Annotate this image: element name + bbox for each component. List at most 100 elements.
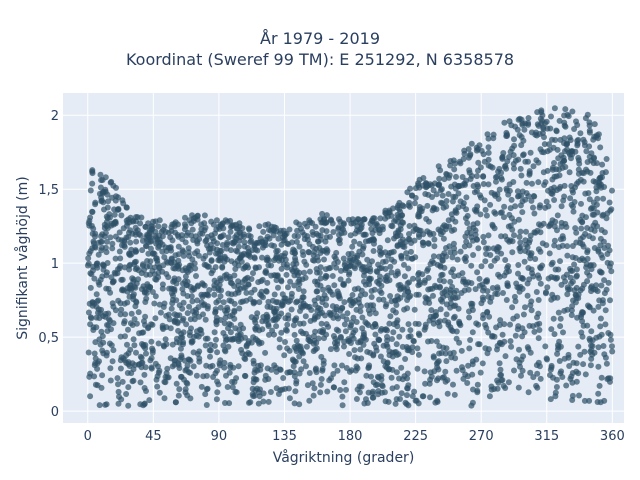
data-point (146, 271, 153, 278)
data-point (453, 367, 460, 374)
data-point (175, 392, 182, 399)
data-point (278, 277, 285, 284)
data-point (103, 352, 110, 359)
data-point (447, 287, 454, 294)
data-point (571, 199, 578, 205)
data-point (472, 286, 479, 293)
data-point (102, 310, 109, 317)
data-point (451, 249, 458, 256)
data-point (99, 333, 106, 340)
data-point (506, 181, 513, 188)
data-point (274, 273, 281, 280)
data-point (427, 231, 434, 238)
data-point (330, 371, 337, 377)
data-point (278, 252, 285, 259)
data-point (87, 370, 94, 377)
data-point (480, 173, 487, 180)
data-point (561, 135, 568, 142)
data-point (172, 317, 179, 323)
data-point (218, 233, 225, 240)
data-point (326, 265, 332, 272)
data-point (348, 319, 355, 326)
data-point (533, 382, 540, 389)
data-point (227, 329, 234, 336)
data-point (515, 384, 522, 391)
data-point (112, 218, 119, 225)
data-point (530, 193, 537, 199)
data-point (404, 385, 411, 392)
data-point (416, 279, 423, 286)
data-point (482, 258, 489, 265)
data-point (222, 314, 229, 321)
data-point (109, 245, 116, 252)
data-point (425, 338, 431, 345)
data-point (327, 346, 334, 353)
data-point (299, 294, 306, 301)
data-point (95, 251, 102, 258)
data-point (211, 291, 218, 298)
data-point (477, 369, 484, 376)
data-point (251, 392, 258, 399)
data-point (221, 364, 228, 371)
data-point (553, 384, 560, 390)
data-point (518, 356, 525, 363)
data-point (522, 304, 528, 311)
data-point (215, 287, 222, 294)
data-point (317, 389, 324, 396)
data-point (118, 276, 125, 283)
data-point (153, 240, 159, 247)
data-point (108, 274, 115, 281)
data-point (425, 191, 432, 198)
data-point (299, 330, 306, 337)
data-point (237, 229, 244, 236)
data-point (473, 173, 480, 180)
data-point (405, 402, 412, 409)
data-point (597, 175, 604, 182)
data-point (291, 233, 298, 239)
data-point (527, 149, 534, 156)
data-point (214, 389, 221, 396)
data-point (335, 237, 342, 244)
data-point (430, 320, 437, 327)
data-point (594, 399, 601, 405)
data-point (340, 226, 347, 233)
data-point (388, 374, 395, 381)
data-point (312, 223, 319, 230)
data-point (248, 289, 255, 296)
data-point (419, 393, 426, 400)
data-point (325, 284, 332, 291)
data-point (320, 357, 327, 364)
data-point (590, 262, 597, 269)
data-point (175, 243, 182, 250)
data-point (296, 269, 303, 276)
data-point (438, 350, 445, 356)
data-point (530, 374, 537, 381)
data-point (374, 269, 381, 275)
data-point (501, 203, 508, 210)
data-point (318, 320, 325, 327)
data-point (295, 286, 302, 292)
data-point (584, 322, 591, 329)
data-point (502, 257, 509, 263)
data-point (227, 228, 234, 235)
data-point (531, 210, 538, 217)
data-point (211, 342, 218, 349)
data-point (291, 373, 298, 380)
data-point (491, 209, 498, 216)
data-point (472, 227, 479, 234)
data-point (375, 388, 382, 394)
data-point (393, 302, 400, 308)
data-point (314, 288, 321, 295)
data-point (534, 109, 541, 116)
data-point (497, 340, 504, 347)
data-point (327, 233, 333, 240)
data-point (89, 209, 96, 215)
data-point (102, 230, 109, 236)
data-point (233, 235, 240, 242)
data-point (290, 363, 297, 370)
data-point (278, 329, 285, 336)
data-point (318, 219, 325, 226)
data-point (152, 315, 159, 322)
data-point (110, 320, 117, 327)
data-point (251, 369, 258, 376)
